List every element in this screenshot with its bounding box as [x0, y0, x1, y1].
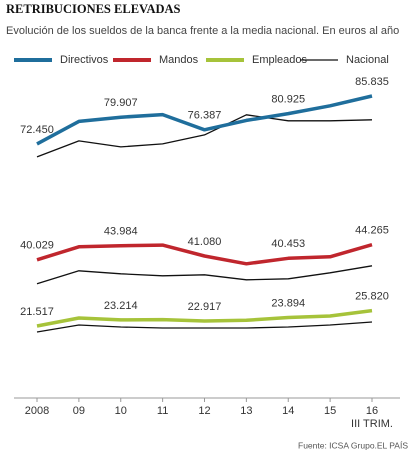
data-label: 21.517 [20, 306, 54, 318]
legend-label: Mandos [159, 54, 199, 66]
x-tick-label: 10 [115, 405, 127, 417]
legend-label: Nacional [346, 54, 389, 66]
x-sublabel: III TRIM. [351, 418, 393, 430]
reference-line [36, 321, 373, 333]
data-label: 22.917 [188, 301, 222, 313]
data-label: 79.907 [104, 97, 138, 109]
x-tick-label: 15 [324, 405, 336, 417]
data-label: 72.450 [20, 124, 54, 136]
data-label: 23.894 [271, 297, 305, 309]
series-line [36, 94, 373, 146]
data-label: 41.080 [188, 236, 222, 248]
x-tick-label: 13 [240, 405, 252, 417]
data-label: 25.820 [355, 291, 389, 303]
data-label: 43.984 [104, 226, 138, 238]
legend-label: Directivos [60, 54, 109, 66]
series-line [36, 308, 373, 328]
data-label: 80.925 [271, 93, 305, 105]
x-tick-label: 16 [366, 405, 378, 417]
chart-title: RETRIBUCIONES ELEVADAS [6, 2, 181, 16]
data-label: 23.214 [104, 300, 138, 312]
source: Fuente: ICSA Grupo. [298, 440, 377, 450]
series-line [36, 243, 373, 266]
publisher: EL PAÍS [377, 440, 409, 450]
data-label: 40.029 [20, 240, 54, 252]
reference-line [36, 114, 373, 158]
x-tick-label: 14 [282, 405, 294, 417]
x-tick-label: 11 [157, 405, 168, 417]
x-tick-label: 09 [73, 405, 85, 417]
chart-subtitle: Evolución de los sueldos de la banca fre… [6, 25, 399, 37]
data-label: 44.265 [355, 225, 389, 237]
data-label: 76.387 [188, 110, 222, 122]
data-label: 85.835 [355, 76, 389, 88]
reference-line [36, 265, 373, 285]
x-tick-label: 12 [198, 405, 210, 417]
data-label: 40.453 [271, 238, 305, 250]
legend-label: Empleados [252, 54, 308, 66]
x-tick-label: 2008 [25, 405, 49, 417]
